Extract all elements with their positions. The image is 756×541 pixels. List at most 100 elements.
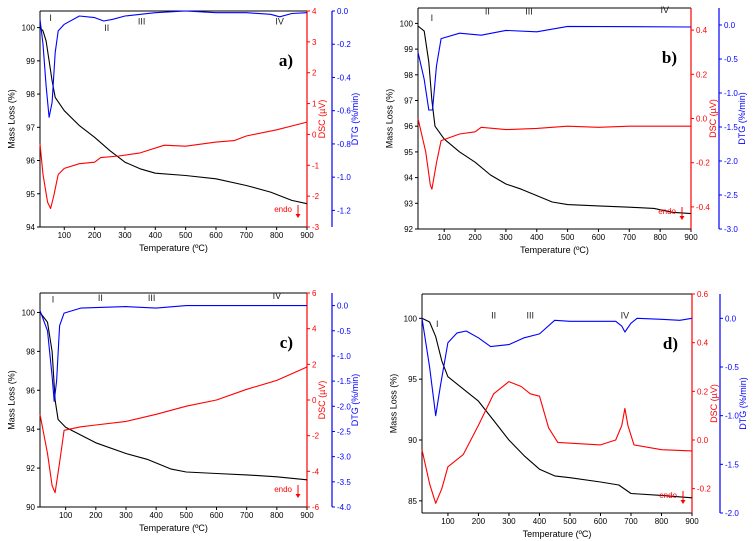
x-tick-label: 300 — [118, 231, 132, 240]
mass-tick-label: 90 — [26, 503, 35, 512]
dtg-tick-label: -3.5 — [337, 478, 351, 487]
mass-tick-label: 98 — [26, 90, 35, 99]
dsc-tick-label: -0.2 — [696, 159, 710, 168]
dsc-tick-label: 0.4 — [697, 339, 709, 348]
dsc-tick-label: 0 — [312, 130, 317, 139]
mass-tick-label: 97 — [404, 97, 413, 106]
stage-label: I — [436, 319, 439, 329]
x-tick-label: 800 — [655, 517, 669, 526]
mass-tick-label: 100 — [400, 19, 414, 28]
dtg-tick-label: -0.4 — [337, 73, 351, 82]
dtg-tick-label: -1.5 — [725, 460, 739, 469]
panel-label: b) — [662, 48, 677, 67]
endo-label: endo — [274, 485, 292, 494]
dsc-tick-label: -1 — [312, 161, 320, 170]
dsc-tick-label: 0.2 — [696, 70, 708, 79]
mass-tick-label: 100 — [22, 24, 36, 33]
dtg-curve — [39, 10, 308, 118]
x-tick-label: 200 — [88, 231, 102, 240]
dtg-tick-label: -2.0 — [725, 509, 739, 518]
x-tick-label: 200 — [89, 511, 103, 520]
x-tick-label: 500 — [180, 511, 194, 520]
mass-tick-label: 99 — [26, 57, 35, 66]
dtg-tick-label: -2.0 — [724, 157, 738, 166]
dtg-axis-title: DTG (%/min) — [350, 93, 360, 146]
dtg-tick-label: 0.0 — [337, 302, 349, 311]
mass-tick-label: 95 — [404, 148, 413, 157]
x-tick-label: 500 — [561, 233, 575, 242]
mass-tick-label: 94 — [26, 425, 35, 434]
mass-tick-label: 99 — [404, 45, 413, 54]
dsc-curve — [421, 381, 693, 504]
dsc-tick-label: -4 — [312, 467, 320, 476]
mass-tick-label: 94 — [404, 174, 413, 183]
mass-axis-title: Mass Loss (%) — [385, 89, 395, 149]
chart-panel-a: 100 200 300 400 500 600 700 800 900 94 95 96 97 98 99 1… — [7, 7, 360, 253]
stage-label: III — [138, 16, 146, 26]
x-tick-label: 400 — [149, 511, 163, 520]
stage-label: IV — [275, 16, 284, 26]
endo-arrowhead-icon — [680, 500, 686, 504]
dsc-tick-label: -3 — [312, 223, 320, 232]
panel-label: d) — [663, 334, 678, 353]
stage-label: II — [98, 293, 103, 303]
dsc-tick-label: 0.2 — [697, 387, 709, 396]
x-tick-label: 700 — [623, 233, 637, 242]
dtg-tick-label: -0.2 — [337, 40, 351, 49]
mass-tick-label: 98 — [26, 347, 35, 356]
x-tick-label: 600 — [594, 517, 608, 526]
dsc-curve — [39, 366, 308, 494]
mass-tick-label: 97 — [26, 123, 35, 132]
dsc-axis-title: DSC (µV) — [709, 384, 719, 423]
mass-tick-label: 95 — [408, 375, 417, 384]
mass-tick-label: 92 — [26, 464, 35, 473]
dtg-tick-label: -1.0 — [337, 352, 351, 361]
dtg-tick-label: 0.0 — [725, 314, 737, 323]
mass-axis-title: Mass Loss (%) — [389, 374, 399, 434]
x-tick-label: 900 — [684, 233, 698, 242]
dtg-axis-title: DTG (%/min) — [737, 92, 747, 145]
mass-tick-label: 94 — [26, 223, 35, 232]
mass-axis-title: Mass Loss (%) — [7, 89, 17, 149]
dtg-tick-label: -1.2 — [337, 206, 351, 215]
dtg-tick-label: -3.0 — [337, 453, 351, 462]
chart-panel-d: 100 200 300 400 500 600 700 800 900 85 90 95 100 -0.2… — [389, 290, 748, 539]
mass-tick-label: 96 — [404, 122, 413, 131]
x-tick-label: 900 — [300, 231, 314, 240]
x-tick-label: 300 — [502, 517, 516, 526]
x-axis-title: Temperature (ºC) — [523, 529, 592, 539]
x-tick-label: 700 — [624, 517, 638, 526]
dtg-tick-label: -0.5 — [724, 55, 738, 64]
dtg-tick-label: -1.5 — [724, 123, 738, 132]
dsc-tick-label: 0.0 — [697, 436, 709, 445]
chart-panel-b: 100 200 300 400 500 600 700 800 900 92 93 94 95 96 97 9… — [385, 5, 747, 255]
x-tick-label: 500 — [563, 517, 577, 526]
stage-label: IV — [661, 5, 670, 15]
stage-label: I — [431, 13, 434, 23]
dsc-tick-label: -0.2 — [697, 485, 711, 494]
stage-label: I — [49, 13, 52, 23]
mass-tick-label: 93 — [404, 199, 413, 208]
panel-label: a) — [279, 51, 293, 70]
x-tick-label: 200 — [472, 517, 486, 526]
mass-curve — [421, 317, 693, 499]
stage-label: II — [104, 23, 109, 33]
panel-label: c) — [280, 333, 293, 352]
endo-arrowhead-icon — [679, 216, 685, 220]
dsc-tick-label: 1 — [312, 100, 317, 109]
x-tick-label: 200 — [468, 233, 482, 242]
mass-tick-label: 96 — [26, 386, 35, 395]
x-tick-label: 300 — [499, 233, 513, 242]
stage-label: III — [148, 293, 156, 303]
dtg-tick-label: -0.5 — [337, 327, 351, 336]
dsc-tick-label: 0.0 — [696, 115, 708, 124]
dtg-tick-label: -2.0 — [337, 402, 351, 411]
dtg-tick-label: -3.0 — [724, 225, 738, 234]
dsc-axis-title: DSC (µV) — [317, 100, 327, 139]
dtg-tick-label: 0.0 — [724, 21, 736, 30]
x-tick-label: 100 — [59, 511, 73, 520]
mass-tick-label: 96 — [26, 157, 35, 166]
dtg-tick-label: -1.0 — [725, 412, 739, 421]
x-axis-title: Temperature (ºC) — [139, 243, 208, 253]
